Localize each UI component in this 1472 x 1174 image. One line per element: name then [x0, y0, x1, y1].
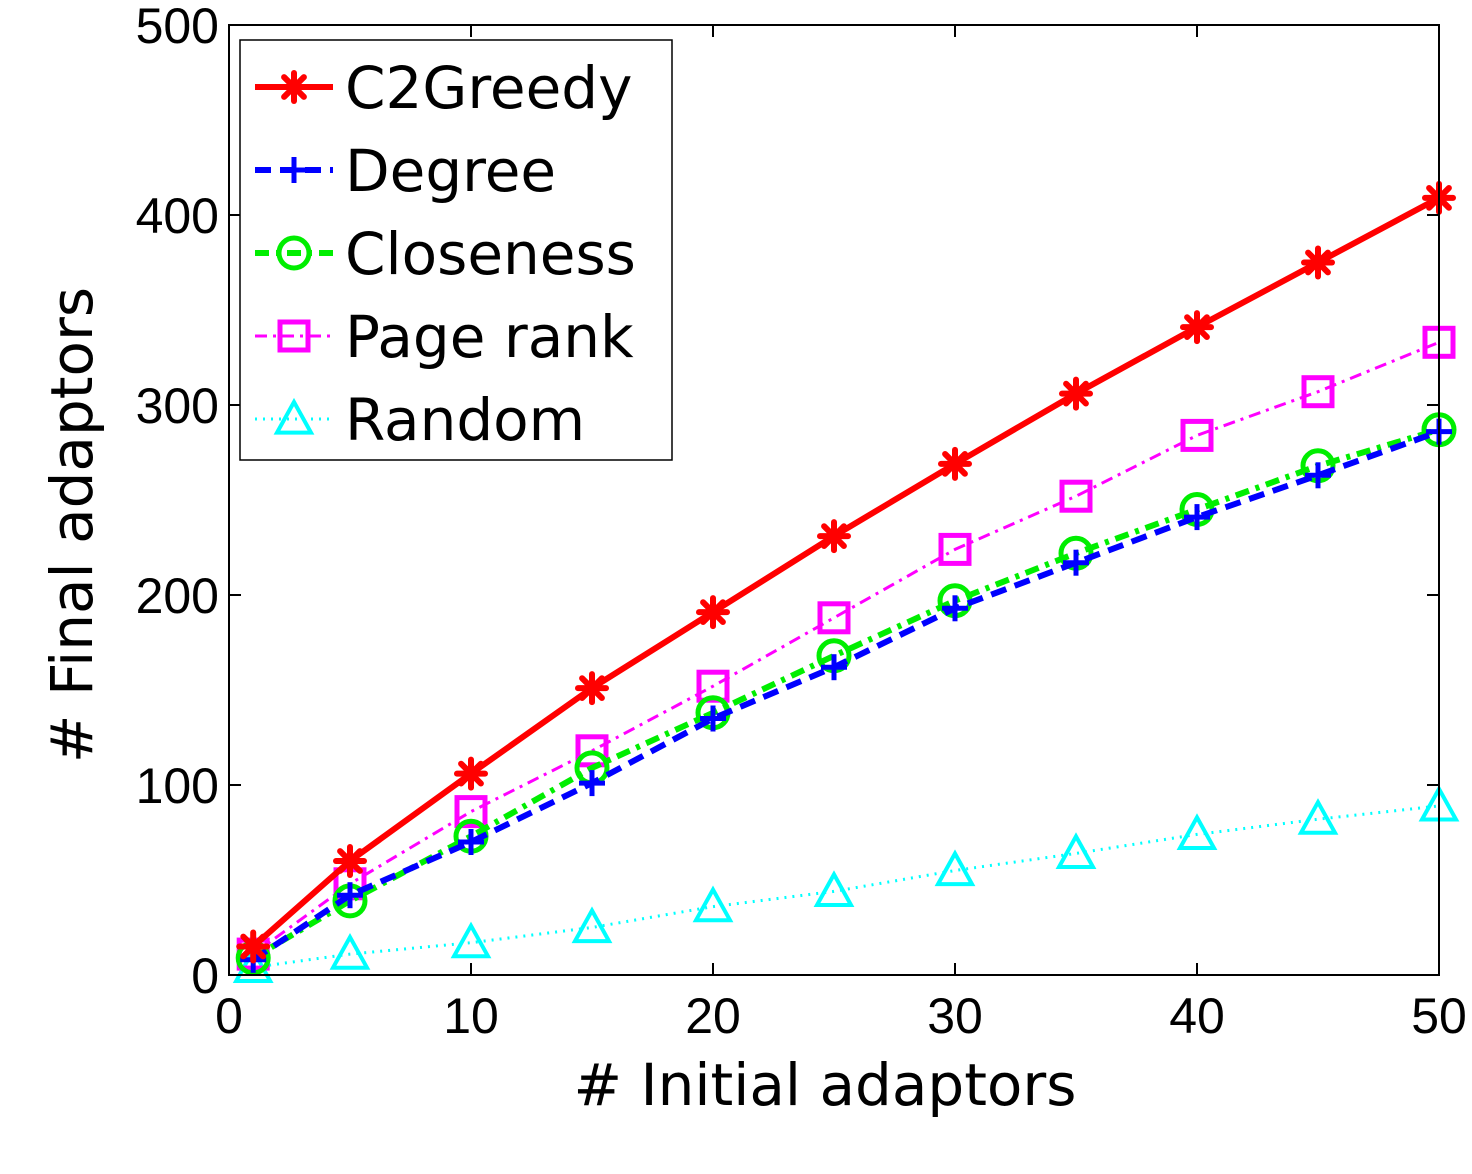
legend-marker-random	[273, 397, 315, 435]
series-c2greedy	[236, 180, 1456, 964]
y-tick-label: 100	[136, 758, 219, 814]
series-line-random	[252, 804, 1440, 969]
y-tick-label: 300	[136, 378, 219, 434]
marker-stroke	[579, 675, 605, 701]
marker-stroke	[240, 933, 267, 960]
marker-shape	[813, 870, 855, 907]
legend-marker-closeness	[276, 235, 312, 271]
marker-stroke	[1063, 380, 1089, 407]
legend-marker-page-rank	[277, 319, 311, 353]
data-point-random	[934, 849, 976, 887]
x-tick-label: 40	[1169, 988, 1225, 1044]
marker-shape	[273, 397, 315, 435]
data-point-random	[571, 906, 613, 944]
data-point-random	[1176, 813, 1218, 850]
legend-label-c2greedy: C2Greedy	[345, 54, 632, 122]
marker-shape	[1059, 479, 1093, 513]
data-point-page-rank	[454, 795, 488, 829]
legend-item-degree: Degree	[255, 137, 556, 205]
marker-shape	[329, 932, 371, 970]
data-point-c2greedy	[236, 929, 271, 964]
legend-label-degree: Degree	[345, 137, 556, 205]
data-point-page-rank	[1301, 375, 1335, 409]
marker-shape	[277, 319, 311, 353]
marker-shape	[454, 795, 488, 829]
data-point-c2greedy	[1301, 245, 1335, 280]
marker-shape	[276, 235, 312, 271]
data-point-c2greedy	[1180, 310, 1214, 345]
data-point-random	[813, 870, 855, 907]
marker-stroke	[1305, 249, 1331, 276]
legend-item-c2greedy: C2Greedy	[255, 54, 632, 122]
marker-shape	[1176, 813, 1218, 850]
legend-marker-degree	[281, 157, 307, 183]
data-point-random	[1055, 832, 1097, 869]
data-point-degree	[458, 829, 484, 855]
x-tick-label: 0	[215, 988, 243, 1044]
marker-stroke	[281, 74, 307, 100]
marker-shape	[817, 601, 851, 635]
data-point-c2greedy	[1059, 376, 1093, 411]
x-tick-label: 20	[685, 988, 741, 1044]
data-point-degree	[1184, 504, 1210, 531]
x-axis-title: # Initial adaptors	[574, 1051, 1077, 1119]
legend: C2Greedy Degree Closeness Page rank Random	[239, 39, 673, 461]
marker-shape	[692, 885, 734, 923]
data-point-random	[329, 932, 371, 970]
legend-label-closeness: Closeness	[345, 220, 636, 288]
legend-item-random: Random	[255, 386, 585, 454]
legend-item-page-rank: Page rank	[255, 303, 634, 371]
data-point-page-rank	[938, 532, 972, 566]
data-point-c2greedy	[817, 519, 851, 554]
x-tick-label: 50	[1411, 988, 1467, 1044]
data-point-degree	[579, 770, 605, 797]
marker-shape	[1055, 832, 1097, 869]
data-point-page-rank	[1059, 479, 1093, 513]
legend-marker-c2greedy	[277, 70, 311, 104]
marker-stroke	[821, 523, 847, 549]
series-layer	[232, 180, 1460, 983]
marker-stroke	[700, 599, 726, 625]
data-point-c2greedy	[333, 844, 367, 878]
data-point-c2greedy	[938, 446, 972, 481]
data-point-random	[692, 885, 734, 923]
y-tick-label: 0	[191, 948, 219, 1004]
marker-stroke	[1184, 314, 1210, 340]
legend-label-random: Random	[345, 386, 585, 454]
data-point-page-rank	[1180, 418, 1214, 452]
marker-stroke	[942, 451, 968, 477]
data-point-page-rank	[817, 601, 851, 635]
data-point-degree	[1063, 549, 1089, 576]
data-point-random	[1297, 798, 1339, 835]
y-tick-label: 200	[136, 568, 219, 624]
marker-shape	[450, 921, 492, 959]
data-point-random	[450, 921, 492, 959]
data-point-degree	[700, 705, 726, 732]
marker-shape	[1180, 418, 1214, 452]
marker-shape	[571, 906, 613, 944]
axes-box	[228, 24, 1440, 976]
y-axis-title: # Final adaptors	[38, 287, 106, 763]
y-tick-label: 400	[136, 188, 219, 244]
legend-item-closeness: Closeness	[255, 220, 636, 288]
marker-shape	[938, 532, 972, 566]
data-point-c2greedy	[575, 671, 609, 706]
data-point-degree	[942, 595, 968, 622]
data-point-c2greedy	[696, 595, 730, 630]
data-point-c2greedy	[454, 756, 488, 791]
legend-label-page-rank: Page rank	[345, 303, 634, 371]
marker-shape	[1301, 375, 1335, 409]
data-point-degree	[1305, 462, 1331, 489]
marker-stroke	[458, 760, 484, 787]
data-point-degree	[337, 882, 363, 909]
data-point-degree	[821, 654, 847, 681]
x-tick-label: 30	[927, 988, 983, 1044]
y-tick-label: 500	[136, 0, 219, 54]
marker-shape	[1297, 798, 1339, 835]
marker-stroke	[337, 848, 363, 874]
x-tick-label: 10	[443, 988, 499, 1044]
marker-shape	[934, 849, 976, 887]
